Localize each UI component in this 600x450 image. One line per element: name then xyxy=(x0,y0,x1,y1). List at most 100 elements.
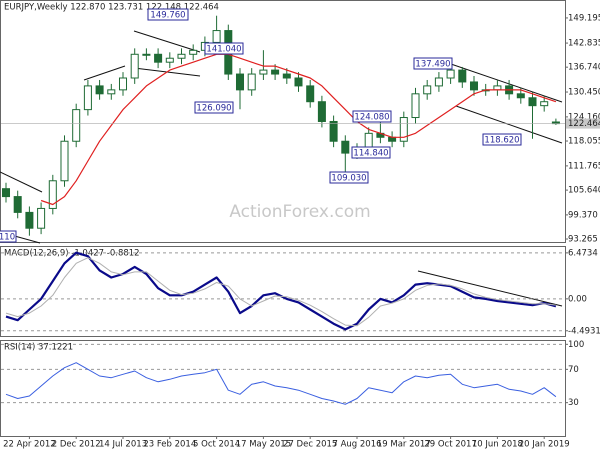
x-tick-label: 10 Jun 2018 xyxy=(472,440,523,450)
annotation-text: 141.040 xyxy=(206,45,241,55)
candle-body xyxy=(306,85,315,103)
annotation-text: 124.080 xyxy=(354,113,389,123)
price-panel xyxy=(0,0,566,243)
annotation: 118.620 xyxy=(482,133,522,146)
candle-body xyxy=(329,120,338,142)
candle-body xyxy=(118,77,128,91)
annotation: 141.040 xyxy=(204,42,244,55)
annotation-text: 137.490 xyxy=(415,60,450,70)
y-tick-label: 142.835 xyxy=(568,39,600,49)
candle-body xyxy=(37,207,46,229)
y-tick-label: 136.740 xyxy=(568,63,600,73)
macd-panel xyxy=(0,246,566,337)
candle-body xyxy=(434,77,443,87)
candle-body xyxy=(142,53,151,56)
y-tick-label: 0.00 xyxy=(568,294,587,304)
candle-body xyxy=(1,188,11,198)
x-tick-label: 22 Apr 2012 xyxy=(3,440,56,450)
watermark: ActionForex.com xyxy=(229,202,370,222)
annotation-text: 126.090 xyxy=(196,104,231,114)
candle-body xyxy=(130,53,139,79)
line xyxy=(5,362,557,405)
candle-body xyxy=(235,73,245,91)
x-tick-label: 5 Oct 2014 xyxy=(193,440,240,450)
candle-body xyxy=(72,109,81,142)
candle-body xyxy=(516,93,525,99)
y-tick-label: 111.765 xyxy=(568,161,600,171)
candle-body xyxy=(423,85,432,95)
candle-body xyxy=(212,30,221,43)
rsi-panel xyxy=(0,340,566,437)
candle-body xyxy=(446,69,455,79)
candle-body xyxy=(177,53,186,59)
trend-line xyxy=(83,65,126,81)
y-tick-label: 70 xyxy=(568,365,579,375)
x-tick-label: 7 Aug 2016 xyxy=(332,440,381,450)
price-title: EURJPY,Weekly 122.870 123.731 122.148 12… xyxy=(4,3,219,13)
trend-line xyxy=(455,105,563,144)
annotation: 114.840 xyxy=(351,146,391,159)
trend-line xyxy=(133,30,201,53)
annotation: 149.760 xyxy=(147,8,189,21)
candle-body xyxy=(317,101,326,122)
candle-body xyxy=(528,97,537,107)
annotation-text: 149.760 xyxy=(150,11,185,21)
candle-body xyxy=(540,101,549,107)
x-tick-label: 29 Oct 2017 xyxy=(424,440,477,450)
trend-line xyxy=(0,171,43,193)
candle-body xyxy=(469,81,479,91)
y-tick-label: 100 xyxy=(568,340,584,350)
last-price-label: 122.464 xyxy=(568,119,600,129)
y-tick-label: 130.450 xyxy=(568,88,600,98)
candle-body xyxy=(25,211,34,229)
candle-body xyxy=(189,49,198,55)
candle-body xyxy=(154,53,163,63)
candle-body xyxy=(399,117,408,142)
y-tick-label: 149.195 xyxy=(568,13,600,23)
candle-body xyxy=(247,73,256,91)
candle-body xyxy=(271,69,280,75)
candle-body xyxy=(294,77,303,87)
y-tick-label: -4.4931 xyxy=(568,326,600,336)
rsi-title: RSI(14) 37.1221 xyxy=(4,343,73,353)
candle-body xyxy=(107,89,116,95)
x-tick-label: 17 May 2015 xyxy=(236,440,291,450)
candle-body xyxy=(165,57,174,63)
candle-body xyxy=(493,85,502,91)
annotation-text: 118.620 xyxy=(484,136,519,146)
candle-body xyxy=(411,93,420,119)
line xyxy=(5,251,557,331)
trend-line xyxy=(417,270,563,307)
candle-body xyxy=(341,140,350,154)
candle-body xyxy=(95,85,104,95)
candle-body xyxy=(282,73,291,79)
y-tick-label: 6.4734 xyxy=(568,248,598,258)
candle-body xyxy=(83,85,92,111)
annotation: 126.090 xyxy=(194,101,234,114)
y-tick-label: 30 xyxy=(568,398,579,408)
x-tick-label: 2 Dec 2012 xyxy=(52,440,101,450)
x-tick-label: 23 Feb 2014 xyxy=(143,440,196,450)
x-tick-label: 19 Mar 2017 xyxy=(377,440,431,450)
y-tick-label: 124.160 xyxy=(568,112,600,122)
candle-body xyxy=(259,69,268,75)
annotation: 110 xyxy=(0,230,17,243)
candle-body xyxy=(60,140,69,182)
y-tick-label: 93.265 xyxy=(568,235,598,245)
y-tick-label: 99.370 xyxy=(568,210,598,220)
plot: 149.195 142.835 136.740 130.450 124.160 118.0… xyxy=(1,13,600,450)
x-tick-label: 20 Jan 2019 xyxy=(519,440,570,450)
annotation-text: 110 xyxy=(0,233,15,243)
candle-body xyxy=(48,180,57,209)
annotation: 109.030 xyxy=(329,171,369,184)
line xyxy=(5,257,556,327)
trend-line xyxy=(447,62,563,103)
candle-body xyxy=(13,196,22,213)
candle-body xyxy=(458,69,467,83)
last-price-box xyxy=(566,118,600,129)
annotation-text: 114.840 xyxy=(353,149,388,159)
annotation: 137.490 xyxy=(413,57,453,70)
macd-title: MACD(12,26,9) -1.0427 -0.8812 xyxy=(4,249,140,259)
annotation-text: 109.030 xyxy=(331,174,366,184)
